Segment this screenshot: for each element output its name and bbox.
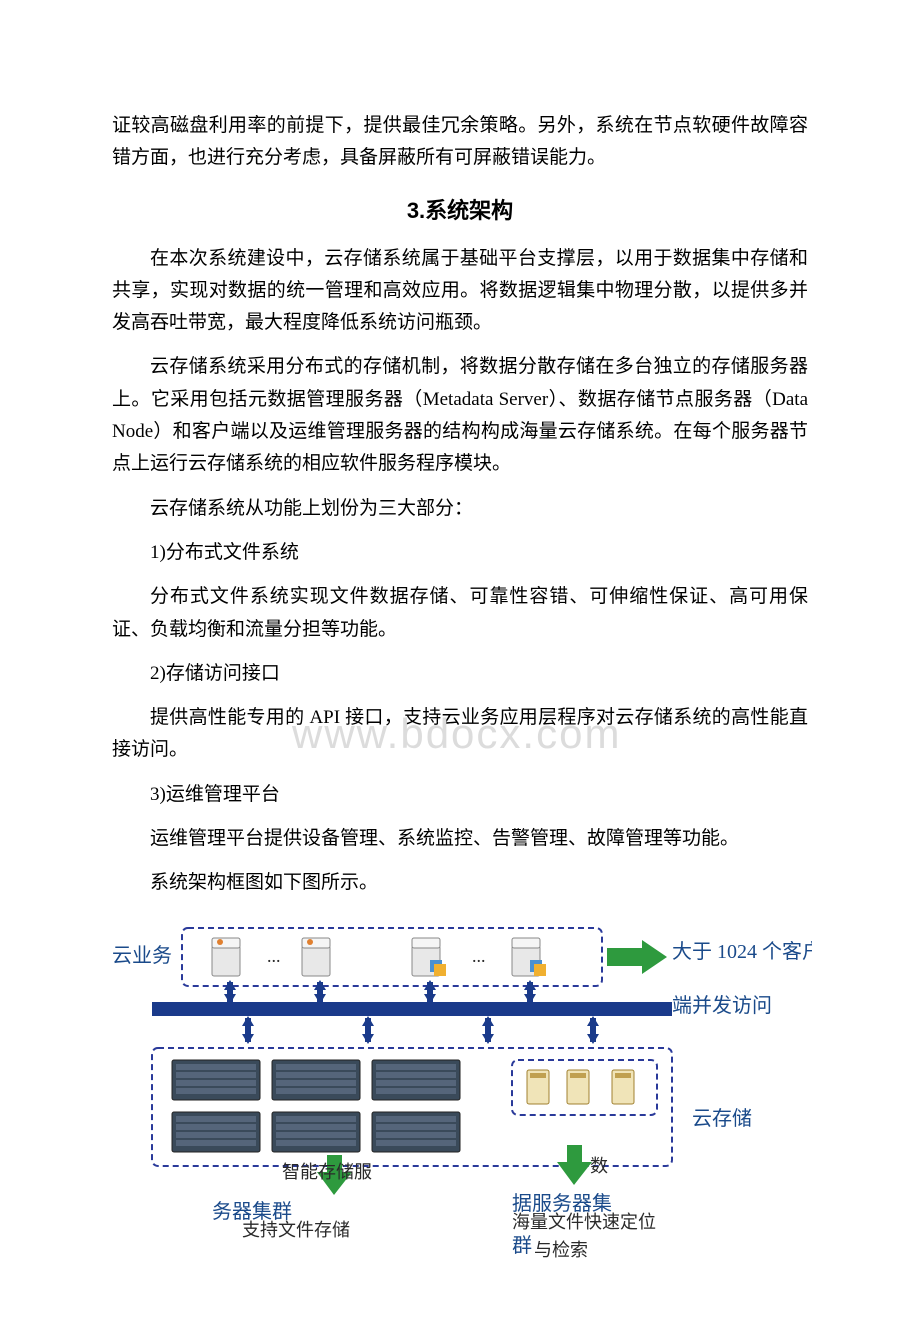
storage-racks: [172, 1060, 460, 1152]
paragraph-7: 提供高性能专用的 API 接口，支持云业务应用层程序对云存储系统的高性能直接访问…: [112, 702, 808, 767]
paragraph-10: 系统架构框图如下图所示。: [112, 867, 808, 899]
label-meta-3: 群: [512, 1234, 532, 1257]
bus-bar: [152, 1002, 672, 1016]
paragraph-1: 在本次系统建设中，云存储系统属于基础平台支撑层，以用于数据集中存储和共享，实现对…: [112, 243, 808, 340]
label-cloud-biz: 云业务: [112, 944, 172, 967]
label-meta-4: 与检索: [534, 1240, 588, 1260]
client-server-icon: [212, 938, 546, 976]
paragraph-3: 云存储系统从功能上划份为三大部分：: [112, 493, 808, 525]
label-smart-1: 智能存储服: [282, 1162, 372, 1182]
architecture-diagram: ... ... 云业务 大于 1024 个客户 端并发访问: [112, 920, 808, 1285]
label-smart-3: 支持文件存储: [242, 1220, 350, 1240]
label-clients-1: 大于 1024 个客户: [672, 940, 812, 963]
paragraph-6: 2)存储访问接口: [112, 658, 808, 690]
paragraph-2: 云存储系统采用分布式的存储机制，将数据分散存储在多台独立的存储服务器上。它采用包…: [112, 351, 808, 480]
arrow-right-green-icon: [607, 940, 667, 974]
label-meta-0: 数: [590, 1156, 608, 1176]
paragraph-5: 分布式文件系统实现文件数据存储、可靠性容错、可伸缩性保证、高可用保证、负载均衡和…: [112, 581, 808, 646]
paragraph-4: 1)分布式文件系统: [112, 537, 808, 569]
arrow-down-green-2-icon: [557, 1145, 592, 1185]
dots-1: ...: [267, 946, 281, 966]
paragraph-9: 运维管理平台提供设备管理、系统监控、告警管理、故障管理等功能。: [112, 823, 808, 855]
bus-arrows-top: [224, 980, 536, 1004]
label-clients-2: 端并发访问: [672, 994, 772, 1017]
label-cloud-storage: 云存储: [692, 1107, 752, 1130]
paragraph-8: 3)运维管理平台: [112, 779, 808, 811]
section-heading: 3.系统架构: [112, 193, 808, 225]
paragraph-intro-cont: 证较高磁盘利用率的前提下，提供最佳冗余策略。另外，系统在节点软硬件故障容错方面，…: [112, 110, 808, 175]
dots-2: ...: [472, 946, 486, 966]
bus-arrows-bottom: [242, 1016, 599, 1044]
meta-servers: [527, 1070, 634, 1104]
label-meta-2: 海量文件快速定位: [512, 1212, 656, 1232]
